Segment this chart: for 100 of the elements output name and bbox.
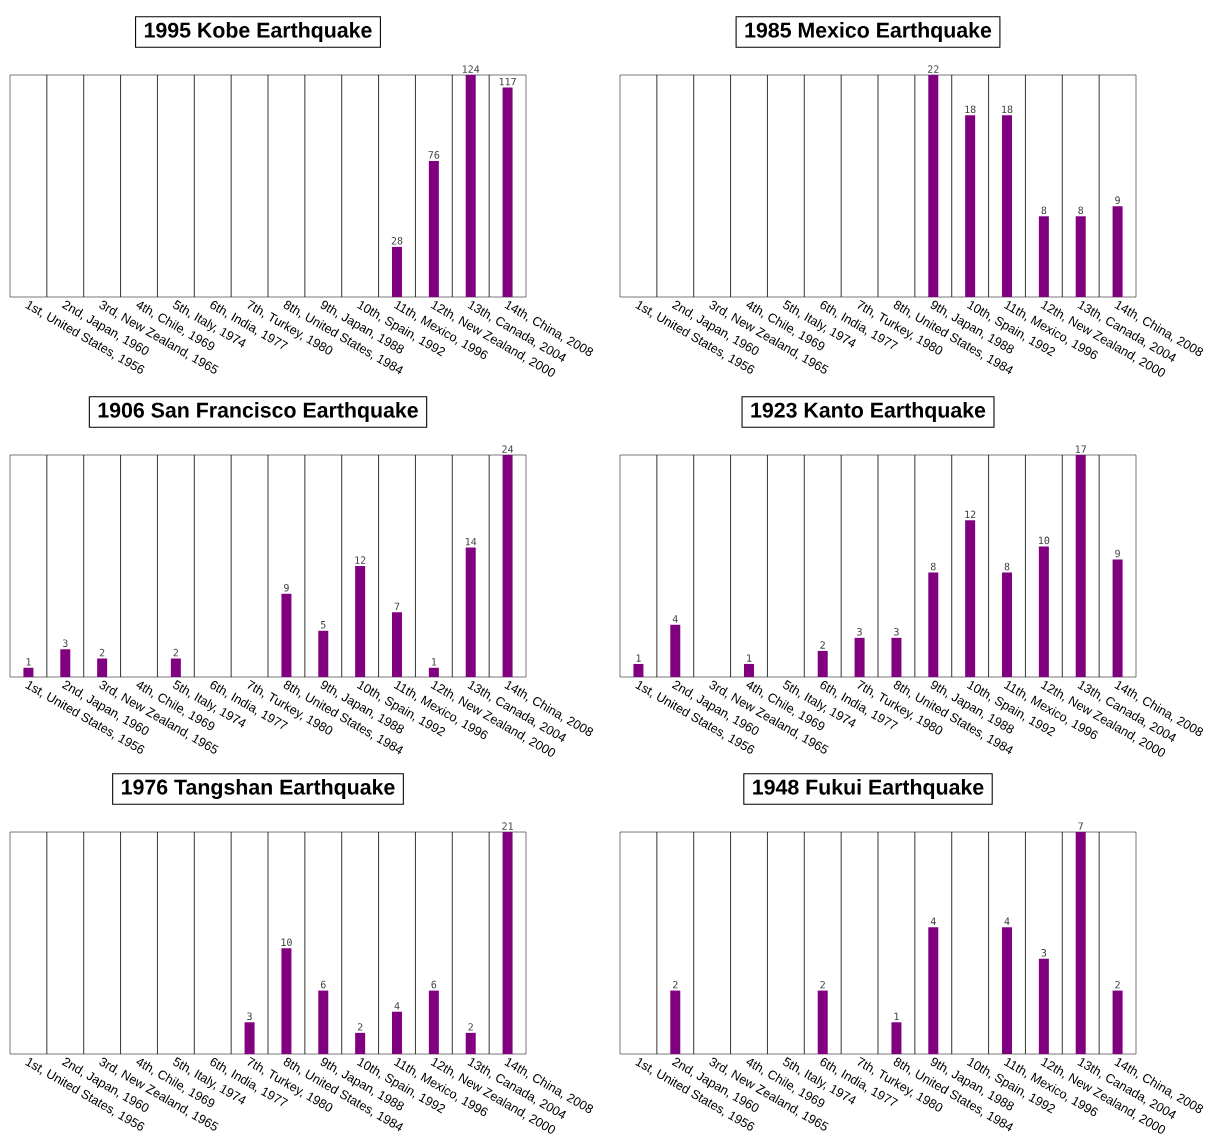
bar <box>670 624 681 678</box>
bar <box>1075 832 1086 1055</box>
data-label: 3 <box>894 628 899 636</box>
chart-title: 1906 San Francisco Earthquake <box>98 402 418 422</box>
data-label: 17 <box>1075 445 1086 453</box>
bar <box>318 630 329 678</box>
bar <box>428 667 439 678</box>
data-label: 2 <box>99 648 105 657</box>
data-label: 76 <box>428 151 440 159</box>
bar <box>965 520 976 678</box>
data-label: 24 <box>502 445 514 453</box>
bar <box>928 927 939 1055</box>
data-label: 2 <box>1115 980 1120 989</box>
bar <box>281 948 292 1055</box>
bar <box>1112 990 1123 1055</box>
bar <box>1075 216 1086 298</box>
data-label: 9 <box>1115 549 1120 558</box>
data-label: 4 <box>1004 917 1010 925</box>
data-label: 8 <box>1078 206 1084 215</box>
bar <box>502 832 513 1055</box>
data-label: 4 <box>394 1002 400 1010</box>
bar <box>355 566 366 678</box>
bar <box>502 455 513 678</box>
data-label: 2 <box>820 641 825 649</box>
data-label: 7 <box>1078 822 1083 830</box>
data-label: 1 <box>747 654 752 662</box>
chart-title: 1923 Kanto Earthquake <box>751 402 986 422</box>
data-label: 8 <box>1004 562 1010 571</box>
bar <box>1038 546 1049 678</box>
bar <box>1038 958 1049 1055</box>
data-label: 10 <box>281 938 292 947</box>
bar <box>244 1022 255 1055</box>
bar <box>465 75 476 298</box>
data-label: 6 <box>320 980 326 989</box>
bar <box>891 1022 902 1055</box>
data-label: 1 <box>636 654 641 662</box>
bar <box>281 593 292 678</box>
bar <box>1038 216 1049 298</box>
data-label: 9 <box>1115 196 1120 204</box>
bar <box>428 160 439 298</box>
data-label: 2 <box>468 1023 473 1031</box>
data-label: 2 <box>673 980 678 989</box>
bar <box>97 658 108 678</box>
data-label: 6 <box>431 980 437 989</box>
data-label: 8 <box>1041 206 1047 215</box>
chart-title: 1995 Kobe Earthquake <box>144 22 372 42</box>
data-label: 3 <box>62 639 68 647</box>
bar <box>670 990 681 1055</box>
bar <box>817 990 828 1055</box>
data-label: 3 <box>857 628 862 636</box>
data-label: 2 <box>357 1023 363 1031</box>
data-label: 12 <box>965 510 976 519</box>
data-label: 14 <box>465 537 477 546</box>
bar <box>891 637 902 678</box>
data-label: 18 <box>965 105 976 114</box>
bar <box>1002 115 1013 298</box>
bar <box>170 658 181 678</box>
bar <box>1112 559 1123 678</box>
chart-title: 1976 Tangshan Earthquake <box>122 779 395 799</box>
bar <box>744 663 755 678</box>
bar <box>1002 927 1013 1055</box>
data-label: 9 <box>284 583 289 592</box>
bar <box>965 115 976 298</box>
bar <box>1002 572 1013 678</box>
bar <box>60 649 71 678</box>
bar <box>854 637 865 678</box>
data-label: 1 <box>26 658 31 666</box>
bar <box>392 246 403 298</box>
data-label: 8 <box>930 562 936 571</box>
data-label: 2 <box>173 648 179 657</box>
data-label: 28 <box>391 237 403 245</box>
data-label: 21 <box>502 822 513 830</box>
bar <box>465 547 476 678</box>
data-label: 7 <box>394 602 400 610</box>
bar <box>23 667 34 678</box>
data-label: 1 <box>432 658 437 666</box>
bar <box>928 75 939 298</box>
bar <box>502 87 513 298</box>
data-label: 124 <box>462 65 480 73</box>
data-label: 12 <box>355 556 366 564</box>
data-label: 10 <box>1039 536 1050 545</box>
bar <box>928 572 939 678</box>
bar <box>355 1032 366 1055</box>
data-label: 5 <box>320 621 326 629</box>
bar <box>318 990 329 1055</box>
bar <box>633 663 644 678</box>
bar <box>392 612 403 678</box>
bar <box>465 1032 476 1055</box>
bar <box>817 650 828 678</box>
data-label: 4 <box>930 917 936 925</box>
data-label: 117 <box>499 77 516 86</box>
data-label: 1 <box>894 1012 899 1021</box>
chart-title: 1948 Fukui Earthquake <box>753 779 984 799</box>
data-label: 3 <box>247 1012 252 1021</box>
data-label: 3 <box>1041 949 1047 957</box>
bar <box>392 1011 403 1055</box>
bar <box>428 990 439 1055</box>
bar <box>1075 455 1086 678</box>
data-label: 22 <box>928 65 939 73</box>
bar <box>1112 206 1123 298</box>
